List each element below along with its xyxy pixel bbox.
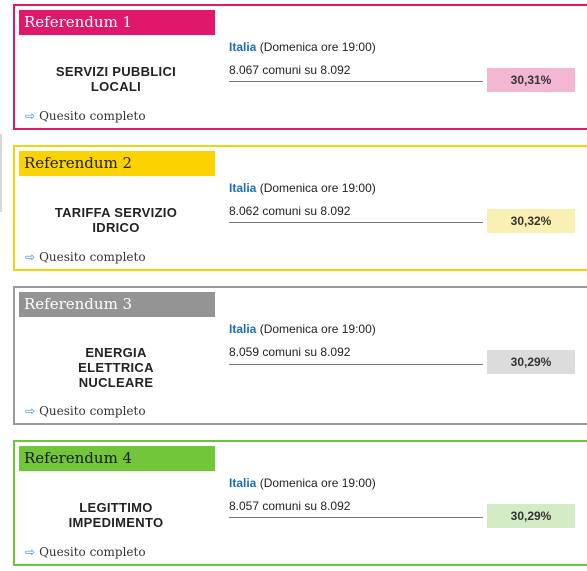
title-line: LEGITTIMO [79, 500, 153, 515]
region-link[interactable]: Italia [229, 322, 257, 336]
right-arrow-icon: ⇨ [25, 109, 36, 123]
referendum-title: LEGITTIMO IMPEDIMENTO [21, 500, 211, 530]
turnout-percent: 30,29% [487, 504, 575, 528]
full-question-link[interactable]: ⇨ Quesito completo [25, 404, 146, 418]
link-label: Quesito completo [39, 250, 146, 264]
full-question-link[interactable]: ⇨ Quesito completo [25, 109, 146, 123]
title-line: IDRICO [92, 220, 140, 235]
region-time: (Domenica ore 19:00) [259, 322, 376, 336]
referendum-card-4: Referendum 4 Italia (Domenica ore 19:00)… [13, 440, 587, 566]
card-tag: Referendum 2 [19, 151, 215, 176]
turnout-percent: 30,31% [487, 68, 575, 92]
card-tag: Referendum 4 [19, 446, 215, 471]
turnout-percent: 30,32% [487, 209, 575, 233]
comuni-count: 8.067 comuni su 8.092 [229, 63, 351, 77]
region-link[interactable]: Italia [229, 181, 257, 195]
region-time: (Domenica ore 19:00) [259, 476, 376, 490]
title-line: LOCALI [90, 79, 142, 94]
right-arrow-icon: ⇨ [25, 545, 36, 559]
region-link[interactable]: Italia [229, 40, 257, 54]
title-line: SERVIZI PUBBLICI [55, 64, 177, 79]
title-line: ELETTRICA [78, 360, 154, 375]
comuni-count: 8.057 comuni su 8.092 [229, 499, 351, 513]
turnout-percent: 30,29% [487, 350, 575, 374]
card-tag: Referendum 1 [19, 10, 215, 35]
title-line: TARIFFA SERVIZIO [54, 205, 178, 220]
region-line: Italia (Domenica ore 19:00) [229, 181, 376, 195]
comuni-count: 8.062 comuni su 8.092 [229, 204, 351, 218]
right-arrow-icon: ⇨ [25, 404, 36, 418]
right-arrow-icon: ⇨ [25, 250, 36, 264]
progress-line [229, 81, 483, 82]
referendum-card-3: Referendum 3 Italia (Domenica ore 19:00)… [13, 286, 587, 425]
region-time: (Domenica ore 19:00) [259, 181, 376, 195]
link-label: Quesito completo [39, 545, 146, 559]
link-label: Quesito completo [39, 404, 146, 418]
card-tag: Referendum 3 [19, 292, 215, 317]
progress-line [229, 222, 483, 223]
full-question-link[interactable]: ⇨ Quesito completo [25, 545, 146, 559]
region-line: Italia (Domenica ore 19:00) [229, 322, 376, 336]
link-label: Quesito completo [39, 109, 146, 123]
referendum-title: SERVIZI PUBBLICI LOCALI [21, 64, 211, 94]
title-line: ENERGIA [85, 345, 147, 360]
title-line: NUCLEARE [78, 375, 154, 390]
referendum-card-1: Referendum 1 Italia (Domenica ore 19:00)… [13, 4, 587, 130]
region-line: Italia (Domenica ore 19:00) [229, 476, 376, 490]
referendum-title: TARIFFA SERVIZIO IDRICO [21, 205, 211, 235]
referendum-card-2: Referendum 2 Italia (Domenica ore 19:00)… [13, 145, 587, 271]
left-edge-divider [0, 134, 2, 212]
title-line: IMPEDIMENTO [68, 515, 164, 530]
region-link[interactable]: Italia [229, 476, 257, 490]
region-time: (Domenica ore 19:00) [259, 40, 376, 54]
progress-line [229, 517, 483, 518]
referendum-title: ENERGIA ELETTRICA NUCLEARE [21, 345, 211, 390]
region-line: Italia (Domenica ore 19:00) [229, 40, 376, 54]
comuni-count: 8.059 comuni su 8.092 [229, 345, 351, 359]
full-question-link[interactable]: ⇨ Quesito completo [25, 250, 146, 264]
progress-line [229, 364, 483, 365]
